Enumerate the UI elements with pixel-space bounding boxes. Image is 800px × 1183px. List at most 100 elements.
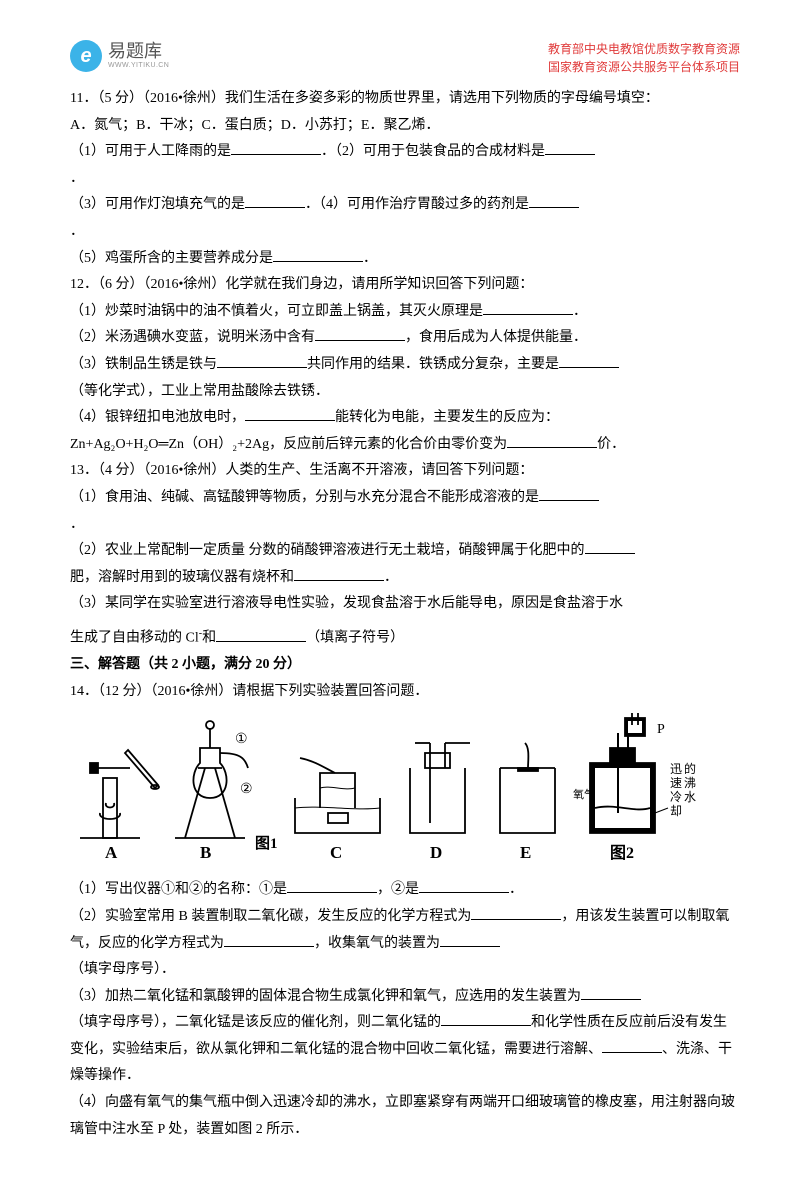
blank — [545, 141, 595, 155]
blank — [231, 141, 321, 155]
q11-s3: （3）可用作灯泡填充气的是 ．（4）可用作治疗胃酸过多的药剂是 — [70, 192, 740, 219]
q14-s1b: ，②是 — [377, 882, 419, 897]
q13-s2: （2）农业上常配制一定质量 分数的硝酸钾溶液进行无土栽培，硝酸钾属于化肥中的 — [70, 538, 740, 565]
q11-head: 11．（5 分）（2016•徐州）我们生活在多姿多彩的物质世界里，请选用下列物质… — [70, 86, 740, 113]
q13-s3b-pre: 生成了自由移动的 Cl — [70, 631, 199, 646]
q11-s5t: （5）鸡蛋所含的主要营养成分是 — [70, 251, 273, 266]
blank — [441, 1012, 531, 1026]
q14-s1: （1）写出仪器①和②的名称：①是 ，②是 ． — [70, 877, 740, 904]
svg-text:冷: 冷 — [670, 790, 682, 804]
svg-text:的: 的 — [684, 761, 696, 776]
apparatus-fig2: P 氧气 迅 速 冷 却 的 沸 水 — [573, 713, 696, 833]
q13-s1t: （1）食用油、纯碱、高锰酸钾等物质，分别与水充分混合不能形成溶液的是 — [70, 490, 539, 505]
blank — [539, 487, 599, 501]
svg-text:图2: 图2 — [610, 844, 634, 862]
q12-s2: （2）米汤遇碘水变蓝，说明米汤中含有 ，食用后成为人体提供能量． — [70, 325, 740, 352]
q12-eqt: Zn+Ag₂O+H₂O═Zn（OH）₂+2Ag，反应前后锌元素的化合价由零价变为 — [70, 437, 507, 452]
q12-s3c: （等化学式），工业上常用盐酸除去铁锈． — [70, 379, 740, 406]
q11-s3a: （3）可用作灯泡填充气的是 — [70, 197, 245, 212]
q11-dot1: ． — [70, 166, 740, 193]
q11-s1a: （1）可用于人工降雨的是 — [70, 144, 231, 159]
q11-s1: （1）可用于人工降雨的是 ．（2）可用于包装食品的合成材料是 — [70, 139, 740, 166]
q13-head: 13．（4 分）（2016•徐州）人类的生产、生活离不开溶液，请回答下列问题： — [70, 458, 740, 485]
apparatus-c — [295, 758, 380, 833]
header-right-line1: 教育部中央电教馆优质数字教育资源 — [548, 40, 740, 58]
blank — [217, 354, 307, 368]
svg-text:却: 却 — [670, 804, 682, 818]
q11-s3b: ．（4）可用作治疗胃酸过多的药剂是 — [305, 197, 529, 212]
section3-title: 三、解答题（共 2 小题，满分 20 分） — [70, 652, 740, 679]
header-right-line2: 国家教育资源公共服务平台体系项目 — [548, 58, 740, 76]
blank — [507, 434, 597, 448]
q13-s1: （1）食用油、纯碱、高锰酸钾等物质，分别与水充分混合不能形成溶液的是 — [70, 485, 740, 512]
apparatus-a — [80, 750, 159, 838]
blank — [224, 933, 314, 947]
blank — [287, 879, 377, 893]
svg-text:B: B — [200, 843, 211, 862]
svg-text:沸: 沸 — [684, 776, 696, 790]
dot2: ． — [384, 570, 398, 585]
q14-s2a: （2）实验室常用 B 装置制取二氧化碳，发生反应的化学方程式为 — [70, 909, 471, 924]
q11-s5: （5）鸡蛋所含的主要营养成分是 ． — [70, 246, 740, 273]
svg-text:②: ② — [240, 782, 253, 797]
q13-s2b: 肥，溶解时用到的玻璃仪器有烧杯和 — [70, 570, 294, 585]
q14-s2c: ，收集氧气的装置为 — [314, 936, 440, 951]
svg-text:水: 水 — [684, 790, 696, 804]
q14-s3a: （3）加热二氧化锰和氯酸钾的固体混合物生成氯化钾和氧气，应选用的发生装置为 — [70, 989, 581, 1004]
blank — [483, 301, 573, 315]
svg-text:C: C — [330, 843, 342, 862]
q13-s3a: （3）某同学在实验室进行溶液导电性实验，发现食盐溶于水后能导电，原因是食盐溶于水 — [70, 591, 740, 618]
apparatus-svg: ① ② 图1 — [70, 713, 725, 873]
blank — [245, 194, 305, 208]
dot: ． — [509, 882, 523, 897]
blank — [529, 194, 579, 208]
logo-text: 易题库 WWW.YITIKU.CN — [108, 42, 169, 69]
blank — [419, 879, 509, 893]
svg-text:E: E — [520, 843, 531, 862]
content: 11．（5 分）（2016•徐州）我们生活在多姿多彩的物质世界里，请选用下列物质… — [70, 86, 740, 1143]
blank — [602, 1039, 662, 1053]
q14-s1a: （1）写出仪器①和②的名称：①是 — [70, 882, 287, 897]
q12-s3a: （3）铁制品生锈是铁与 — [70, 357, 217, 372]
blank — [581, 986, 641, 1000]
q13-s2l2: 肥，溶解时用到的玻璃仪器有烧杯和 ． — [70, 565, 740, 592]
q11-dot3: ． — [363, 251, 377, 266]
q11-options: A．氮气；B．干冰；C．蛋白质；D．小苏打；E．聚乙烯． — [70, 113, 740, 140]
svg-text:A: A — [105, 843, 118, 862]
q12-eq: Zn+Ag₂O+H₂O═Zn（OH）₂+2Ag，反应前后锌元素的化合价由零价变为… — [70, 432, 740, 459]
apparatus-d — [410, 743, 470, 833]
dot: ． — [573, 304, 587, 319]
blank — [294, 567, 384, 581]
apparatus-e — [500, 743, 555, 833]
logo-cn: 易题库 — [108, 42, 169, 62]
q12-s4b: 能转化为电能，主要发生的反应为： — [335, 410, 559, 425]
svg-text:图1: 图1 — [255, 835, 278, 852]
svg-text:①: ① — [235, 732, 248, 747]
apparatus-figure: ① ② 图1 — [70, 713, 740, 873]
logo: e 易题库 WWW.YITIKU.CN — [70, 40, 169, 72]
q12-s4a: （4）银锌纽扣电池放电时， — [70, 410, 245, 425]
svg-text:D: D — [430, 843, 442, 862]
logo-icon: e — [70, 40, 102, 72]
svg-text:速: 速 — [670, 776, 682, 790]
q12-s2b: ，食用后成为人体提供能量． — [405, 330, 587, 345]
blank — [440, 933, 500, 947]
q11-dot2: ． — [70, 219, 740, 246]
blank — [315, 327, 405, 341]
apparatus-b: ① ② — [175, 721, 253, 838]
q13-s2a: （2）农业上常配制一定质量 分数的硝酸钾溶液进行无土栽培，硝酸钾属于化肥中的 — [70, 543, 585, 558]
page-header: e 易题库 WWW.YITIKU.CN 教育部中央电教馆优质数字教育资源 国家教… — [70, 40, 740, 76]
q12-s3: （3）铁制品生锈是铁与共同作用的结果．铁锈成分复杂，主要是 — [70, 352, 740, 379]
q14-s3: （3）加热二氧化锰和氯酸钾的固体混合物生成氯化钾和氧气，应选用的发生装置为 — [70, 984, 740, 1011]
blank — [559, 354, 619, 368]
q13-s3b: 生成了自由移动的 Cl-和（填离子符号） — [70, 624, 740, 652]
q12-eqend: 价． — [597, 437, 625, 452]
blank — [471, 906, 561, 920]
q12-s1: （1）炒菜时油锅中的油不慎着火，可立即盖上锅盖，其灭火原理是． — [70, 299, 740, 326]
q14-head: 14．（12 分）（2016•徐州）请根据下列实验装置回答问题． — [70, 679, 740, 706]
q12-s2a: （2）米汤遇碘水变蓝，说明米汤中含有 — [70, 330, 315, 345]
q14-s2d: （填字母序号）． — [70, 957, 740, 984]
q13-s3b-post: （填离子符号） — [306, 631, 404, 646]
q11-s1b: ．（2）可用于包装食品的合成材料是 — [321, 144, 545, 159]
logo-en: WWW.YITIKU.CN — [108, 62, 169, 70]
